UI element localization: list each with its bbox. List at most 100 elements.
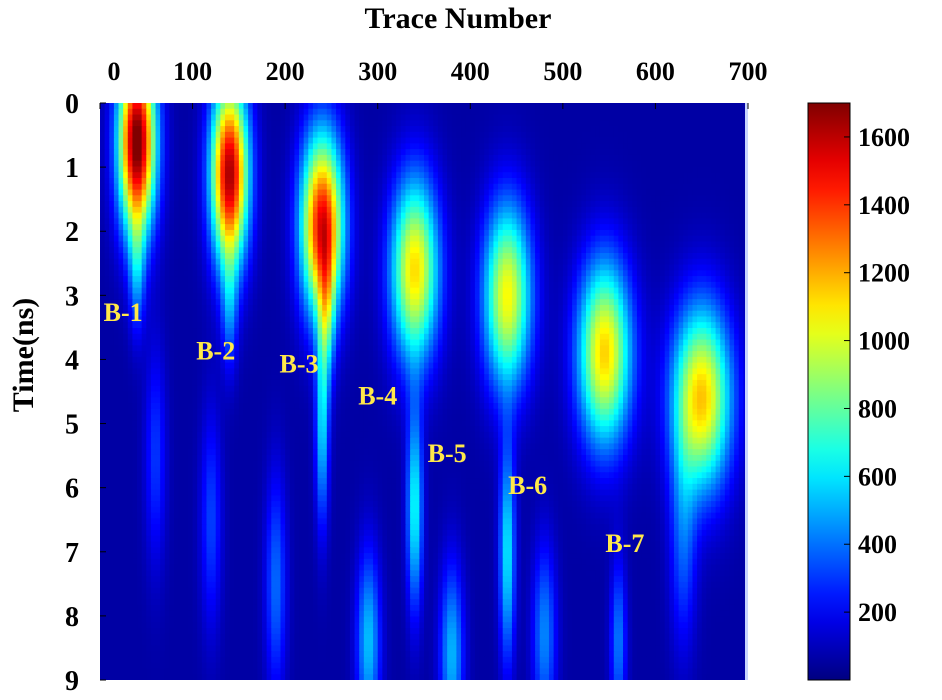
heatmap-cell	[178, 212, 184, 219]
heatmap-cell	[521, 126, 527, 133]
heatmap-cell	[567, 270, 573, 277]
heatmap-cell	[229, 172, 235, 179]
heatmap-cell	[386, 293, 393, 300]
heatmap-cell	[262, 253, 268, 260]
heatmap-cell	[150, 235, 157, 243]
heatmap-cell	[414, 304, 420, 312]
heatmap-cell	[715, 143, 721, 150]
heatmap-cell	[391, 120, 397, 127]
heatmap-cell	[511, 126, 518, 133]
heatmap-cell	[229, 253, 235, 260]
heatmap-cell	[521, 131, 527, 139]
heatmap-cell	[294, 206, 300, 214]
heatmap-cell	[424, 120, 430, 127]
heatmap-cell	[511, 281, 518, 289]
heatmap-cell	[683, 287, 689, 295]
heatmap-cell	[359, 137, 365, 144]
heatmap-cell	[368, 126, 374, 133]
heatmap-cell	[724, 299, 731, 306]
heatmap-cell	[396, 172, 402, 179]
heatmap-cell	[734, 235, 740, 243]
heatmap-cell	[646, 235, 652, 243]
heatmap-cell	[715, 108, 721, 116]
heatmap-cell	[692, 172, 698, 179]
heatmap-cell	[655, 206, 661, 214]
heatmap-cell	[377, 172, 383, 179]
heatmap-cell	[687, 241, 694, 248]
heatmap-cell	[609, 235, 615, 243]
heatmap-cell	[294, 293, 300, 300]
heatmap-cell	[289, 247, 295, 254]
heatmap-cell	[558, 247, 564, 254]
heatmap-cell	[627, 126, 633, 133]
heatmap-cell	[252, 264, 258, 271]
heatmap-cell	[220, 131, 226, 139]
heatmap-cell	[308, 218, 314, 225]
heatmap-cell	[650, 253, 657, 260]
heatmap-cell	[562, 166, 569, 173]
heatmap-cell	[197, 224, 203, 231]
heatmap-cell	[636, 241, 643, 248]
heatmap-cell	[141, 178, 147, 185]
heatmap-cell	[201, 137, 208, 144]
heatmap-cell	[113, 258, 120, 266]
heatmap-cell	[535, 218, 541, 225]
heatmap-cell	[123, 120, 129, 127]
heatmap-cell	[336, 137, 342, 144]
heatmap-cell	[734, 126, 740, 133]
heatmap-cell	[553, 103, 559, 110]
heatmap-cell	[178, 149, 184, 156]
heatmap-cell	[312, 304, 319, 312]
heatmap-cell	[447, 201, 453, 208]
heatmap-cell	[650, 293, 657, 300]
heatmap-cell	[354, 258, 360, 266]
heatmap-cell	[405, 166, 411, 173]
heatmap-cell	[544, 195, 550, 202]
heatmap-cell	[613, 178, 619, 185]
heatmap-cell	[632, 195, 638, 202]
heatmap-cell	[391, 224, 397, 231]
heatmap-cell	[706, 258, 712, 266]
heatmap-cell	[354, 281, 360, 289]
heatmap-cell	[493, 131, 499, 139]
heatmap-cell	[192, 258, 198, 266]
heatmap-cell	[419, 218, 425, 225]
heatmap-cell	[419, 172, 425, 179]
heatmap-cell	[511, 229, 518, 237]
heatmap-cell	[465, 281, 471, 289]
heatmap-cell	[623, 247, 629, 254]
heatmap-cell	[349, 172, 356, 179]
heatmap-cell	[479, 235, 485, 243]
heatmap-cell	[224, 120, 231, 127]
heatmap-cell	[257, 264, 263, 271]
heatmap-cell	[461, 258, 467, 266]
heatmap-cell	[104, 304, 110, 312]
heatmap-cell	[150, 241, 157, 248]
heatmap-cell	[623, 224, 629, 231]
heatmap-cell	[627, 241, 633, 248]
heatmap-cell	[118, 229, 124, 237]
heatmap-cell	[558, 160, 564, 168]
heatmap-cell	[447, 264, 453, 271]
heatmap-cell	[428, 276, 434, 283]
heatmap-cell	[178, 299, 184, 306]
heatmap-cell	[609, 218, 615, 225]
heatmap-cell	[206, 218, 212, 225]
heatmap-cell	[646, 131, 652, 139]
heatmap-cell	[104, 218, 110, 225]
heatmap-cell	[734, 206, 740, 214]
heatmap-cell	[160, 131, 166, 139]
heatmap-cell	[567, 229, 573, 237]
heatmap-cell	[720, 241, 726, 248]
heatmap-cell	[396, 103, 402, 110]
heatmap-cell	[613, 143, 619, 150]
heatmap-cell	[687, 224, 694, 231]
heatmap-cell	[146, 270, 152, 277]
heatmap-cell	[340, 103, 346, 110]
heatmap-cell	[678, 287, 684, 295]
heatmap-cell	[271, 154, 277, 162]
heatmap-cell	[701, 160, 707, 168]
heatmap-cell	[424, 212, 430, 219]
heatmap-cell	[539, 120, 545, 127]
heatmap-cell	[650, 183, 657, 191]
